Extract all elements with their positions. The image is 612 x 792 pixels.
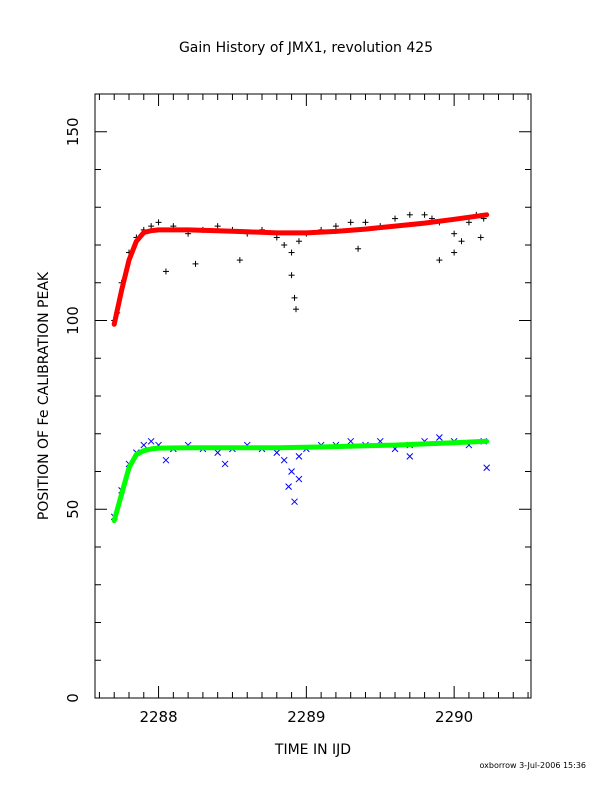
cross-point xyxy=(291,498,298,506)
plus-point xyxy=(477,234,484,241)
plus-point xyxy=(436,257,443,264)
cross-point xyxy=(285,483,292,490)
plus-point xyxy=(347,219,354,226)
plus-point xyxy=(281,242,288,248)
plus-point xyxy=(273,234,280,241)
plus-point xyxy=(421,211,428,218)
y-tick-label: 150 xyxy=(64,117,82,146)
plus-point xyxy=(458,238,465,245)
y-tick-label: 50 xyxy=(64,500,82,519)
cross-point xyxy=(214,449,222,456)
cross-point xyxy=(436,434,443,441)
plus-point xyxy=(465,219,472,226)
y-axis: 0 50 100 150 xyxy=(64,93,531,703)
footer-stamp: oxborrow 3-Jul-2006 15:36 xyxy=(479,761,586,770)
cross-point xyxy=(406,453,414,460)
plus-point xyxy=(355,245,362,252)
x-tick-label: 2290 xyxy=(435,708,473,726)
plus-point xyxy=(332,223,339,230)
x-tick-label: 2289 xyxy=(287,708,325,726)
plus-point xyxy=(288,272,295,279)
plus-point xyxy=(155,219,162,226)
cross-point xyxy=(140,441,148,449)
plot-area xyxy=(110,211,491,524)
fit-line-1 xyxy=(111,212,490,327)
cross-point xyxy=(295,453,303,460)
plus-point xyxy=(162,268,169,275)
x-tick-label: 2288 xyxy=(139,708,177,726)
plus-point xyxy=(293,306,300,313)
cross-point xyxy=(147,437,155,445)
y-tick-label: 100 xyxy=(64,306,82,335)
plus-point xyxy=(214,223,221,230)
cross-point xyxy=(162,456,170,464)
chart-title: Gain History of JMX1, revolution 425 xyxy=(179,40,433,56)
plus-point xyxy=(295,238,302,245)
plus-point xyxy=(192,260,199,267)
plus-point xyxy=(451,230,458,237)
plus-point xyxy=(148,223,155,230)
plus-point xyxy=(291,294,298,301)
plus-point xyxy=(451,249,458,256)
y-tick-label: 0 xyxy=(64,693,82,703)
plot-frame xyxy=(94,93,532,699)
fit-line-3 xyxy=(111,438,490,524)
plus-point xyxy=(288,249,295,256)
y-axis-label: POSITION OF Fe CALIBRATION PEAK xyxy=(36,271,52,520)
plus-point xyxy=(392,215,399,222)
cross-point xyxy=(273,449,281,456)
cross-point xyxy=(288,468,295,475)
x-axis: 2288 2289 2290 xyxy=(98,94,529,726)
cross-point xyxy=(221,460,229,468)
cross-point xyxy=(295,475,303,483)
plus-point xyxy=(362,219,369,226)
plus-point xyxy=(406,211,413,218)
x-axis-label: TIME IN IJD xyxy=(274,742,351,758)
plus-point xyxy=(236,257,243,264)
cross-point xyxy=(280,456,288,464)
cross-point xyxy=(483,464,491,472)
cross-point xyxy=(347,437,355,445)
